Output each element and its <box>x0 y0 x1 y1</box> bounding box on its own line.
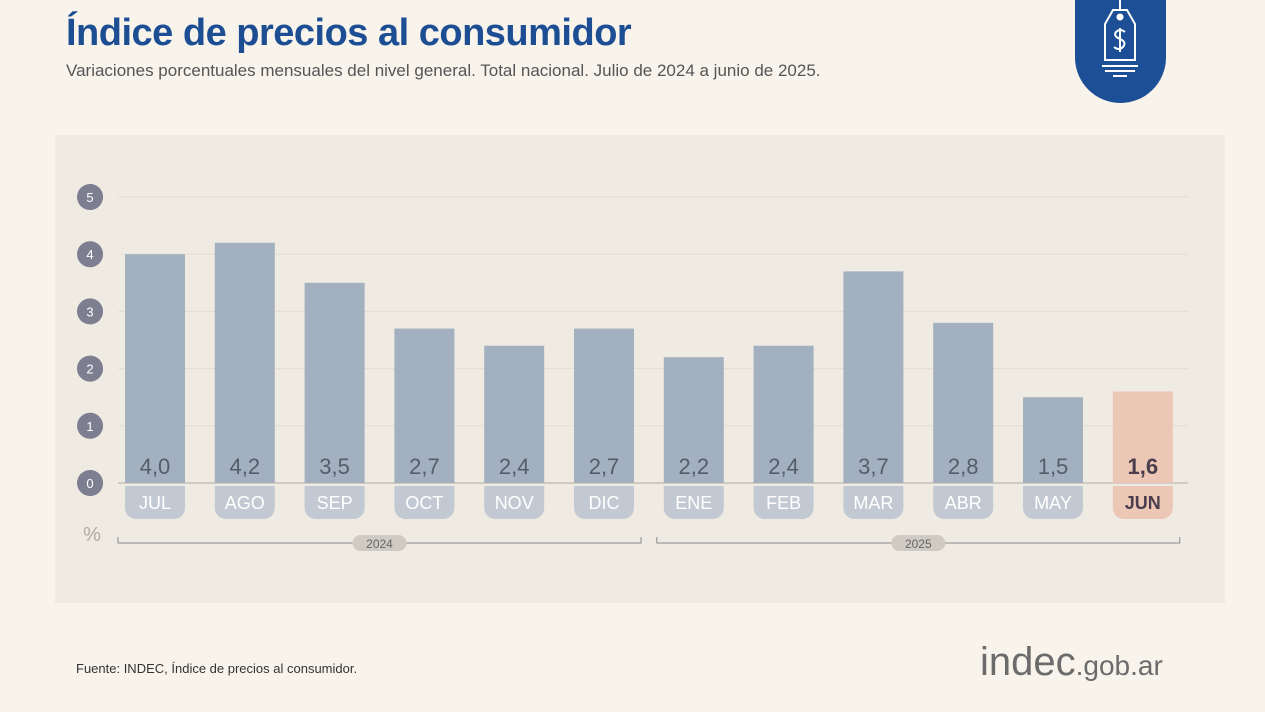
data-label: 2,4 <box>768 454 799 479</box>
bar-ene <box>663 357 724 483</box>
x-tick-label: OCT <box>405 493 443 513</box>
month-tab <box>753 486 814 519</box>
month-tab <box>304 486 365 519</box>
source-note: Fuente: INDEC, Índice de precios al cons… <box>76 661 358 676</box>
bar-oct <box>394 328 455 483</box>
bar-mar <box>843 271 904 483</box>
data-label: 2,4 <box>499 454 530 479</box>
y-tick-label: 4 <box>86 247 93 262</box>
data-label: 2,7 <box>409 454 440 479</box>
month-tab <box>394 486 455 519</box>
year-label: 2025 <box>905 537 932 551</box>
x-tick-label: ABR <box>945 493 982 513</box>
page-title: Índice de precios al consumidor <box>66 12 632 54</box>
y-axis-unit: % <box>83 524 101 546</box>
price-tag-dollar-icon <box>1075 0 1166 103</box>
data-label: 2,7 <box>589 454 620 479</box>
month-tab <box>574 486 634 519</box>
bar-may <box>1023 397 1083 483</box>
y-tick-label: 1 <box>86 419 93 434</box>
y-tick-bubble <box>77 412 103 439</box>
x-tick-label: ENE <box>675 493 712 513</box>
x-tick-label: DIC <box>589 493 620 513</box>
bar-abr <box>933 322 994 483</box>
y-tick-bubble <box>77 470 103 496</box>
bar-sep <box>304 282 365 483</box>
bar-jun <box>1112 391 1173 483</box>
y-tick-bubble <box>77 298 103 325</box>
y-tick-label: 0 <box>86 476 93 491</box>
page-subtitle: Variaciones porcentuales mensuales del n… <box>66 61 821 80</box>
data-label: 1,5 <box>1038 454 1069 479</box>
data-label: 3,5 <box>319 454 350 479</box>
x-tick-label: JUL <box>139 493 171 513</box>
bar-feb <box>753 345 814 483</box>
x-tick-label: SEP <box>317 493 353 513</box>
bar-ago <box>214 242 275 483</box>
x-tick-label: AGO <box>225 493 265 513</box>
month-tab <box>1023 486 1083 519</box>
y-tick-bubble <box>77 355 103 382</box>
year-label: 2024 <box>366 537 393 551</box>
year-pill <box>352 535 407 551</box>
x-tick-label: NOV <box>495 493 534 513</box>
data-label: 3,7 <box>858 454 889 479</box>
x-tick-label: FEB <box>766 493 801 513</box>
y-tick-label: 2 <box>86 362 93 377</box>
month-tab <box>484 486 545 519</box>
data-label: 2,2 <box>679 454 710 479</box>
month-tab <box>933 486 994 519</box>
data-label: 2,8 <box>948 454 979 479</box>
month-tab <box>214 486 275 519</box>
y-tick-bubble <box>77 241 103 268</box>
month-tab <box>1112 486 1173 519</box>
month-tab <box>663 486 724 519</box>
x-tick-label: JUN <box>1125 493 1161 513</box>
x-tick-label: MAR <box>853 493 893 513</box>
data-label: 1,6 <box>1128 454 1159 479</box>
y-tick-label: 3 <box>86 304 93 319</box>
y-tick-bubble <box>77 184 103 210</box>
bar-dic <box>574 328 634 483</box>
bar-nov <box>484 345 545 483</box>
month-tab <box>843 486 904 519</box>
bar-jul <box>125 254 185 483</box>
x-tick-label: MAY <box>1034 493 1072 513</box>
data-label: 4,2 <box>230 454 261 479</box>
year-pill <box>891 535 946 551</box>
y-tick-label: 5 <box>86 190 93 205</box>
month-tab <box>125 486 185 519</box>
data-label: 4,0 <box>140 454 171 479</box>
indec-logo[interactable]: indec.gob.ar <box>980 640 1163 684</box>
